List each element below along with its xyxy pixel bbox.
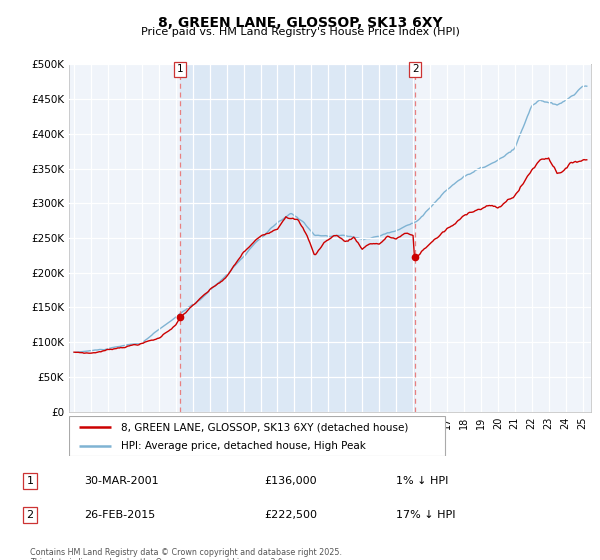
Text: 8, GREEN LANE, GLOSSOP, SK13 6XY: 8, GREEN LANE, GLOSSOP, SK13 6XY — [158, 16, 442, 30]
Text: 1% ↓ HPI: 1% ↓ HPI — [396, 476, 448, 486]
Text: 1: 1 — [26, 476, 34, 486]
Text: 26-FEB-2015: 26-FEB-2015 — [84, 510, 155, 520]
Text: Price paid vs. HM Land Registry's House Price Index (HPI): Price paid vs. HM Land Registry's House … — [140, 27, 460, 37]
Bar — [180, 64, 415, 412]
Text: 1: 1 — [176, 64, 183, 74]
Text: £222,500: £222,500 — [264, 510, 317, 520]
FancyBboxPatch shape — [69, 416, 445, 456]
Text: 2: 2 — [412, 64, 418, 74]
Text: HPI: Average price, detached house, High Peak: HPI: Average price, detached house, High… — [121, 441, 366, 451]
Text: Contains HM Land Registry data © Crown copyright and database right 2025.
This d: Contains HM Land Registry data © Crown c… — [30, 548, 342, 560]
Text: 2: 2 — [26, 510, 34, 520]
Text: 17% ↓ HPI: 17% ↓ HPI — [396, 510, 455, 520]
Text: 8, GREEN LANE, GLOSSOP, SK13 6XY (detached house): 8, GREEN LANE, GLOSSOP, SK13 6XY (detach… — [121, 422, 409, 432]
Text: £136,000: £136,000 — [264, 476, 317, 486]
Text: 30-MAR-2001: 30-MAR-2001 — [84, 476, 158, 486]
